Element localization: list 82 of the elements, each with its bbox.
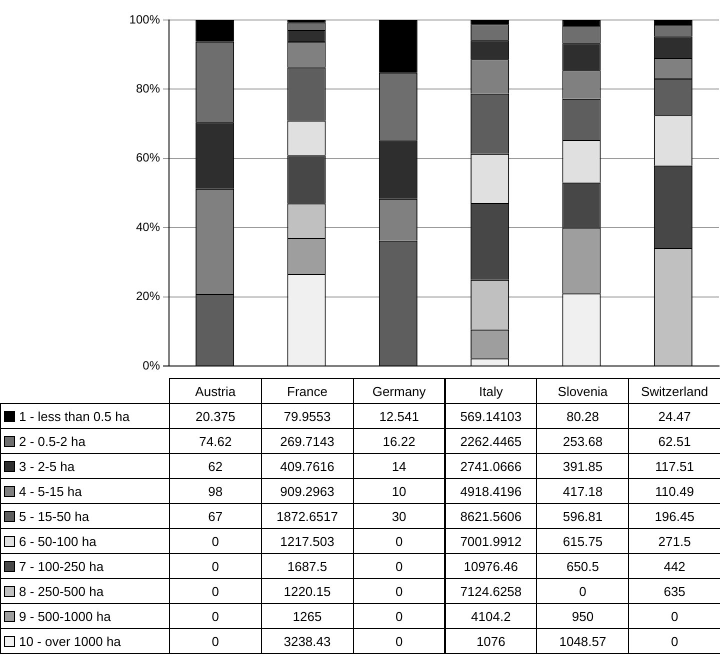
category-label: Germany <box>352 378 446 404</box>
data-label: 391.85 <box>536 453 630 479</box>
data-label: 2262.4465 <box>444 428 538 454</box>
category-label: France <box>260 378 354 404</box>
data-label: 0 <box>352 603 446 629</box>
y-tick-label: 40% <box>136 220 160 234</box>
data-label: 0 <box>352 628 446 654</box>
data-label: 79.9553 <box>260 403 354 429</box>
data-label: 1076 <box>444 628 538 654</box>
legend-label: 4 - 5-15 ha <box>19 484 82 498</box>
data-label: 62 <box>169 453 262 479</box>
data-label: 1872.6517 <box>260 503 354 529</box>
data-label: 98 <box>169 478 262 504</box>
legend-label: 3 - 2-5 ha <box>19 458 75 474</box>
data-label: 417.18 <box>536 478 630 504</box>
data-label: 0 <box>169 628 262 654</box>
data-label: 2741.0666 <box>444 453 538 479</box>
data-label: 1048.57 <box>536 628 630 654</box>
data-label: 1687.5 <box>260 553 354 579</box>
category-label: Switzerland <box>628 378 720 404</box>
data-label: 74.62 <box>169 428 262 454</box>
data-label: 0 <box>352 553 446 579</box>
category-label: Austria <box>169 378 262 404</box>
data-label: 24.47 <box>628 403 720 429</box>
data-label: 269.7143 <box>260 428 354 454</box>
data-label: 7001.9912 <box>444 528 538 554</box>
data-label: 650.5 <box>536 553 630 579</box>
y-tick-label: 20% <box>136 289 160 304</box>
data-label: 950 <box>536 603 630 629</box>
data-label: 409.7616 <box>260 453 354 479</box>
data-label: 12.541 <box>352 403 446 429</box>
data-label: 1220.15 <box>260 578 354 604</box>
data-label: 1265 <box>260 603 354 629</box>
legend-label: 8 - 250-500 ha <box>19 584 104 598</box>
legend-label: 6 - 50-100 ha <box>19 534 96 548</box>
data-label: 0 <box>169 603 262 629</box>
category-label: Italy <box>444 378 538 404</box>
data-label: 67 <box>169 503 262 529</box>
data-label: 4104.2 <box>444 603 538 629</box>
data-label: 271.5 <box>628 528 720 554</box>
category-label: Slovenia <box>536 378 630 404</box>
data-label: 10976.46 <box>444 553 538 579</box>
data-label: 1217.503 <box>260 528 354 554</box>
data-label: 20.375 <box>169 403 262 429</box>
data-label: 569.14103 <box>444 403 538 429</box>
data-label: 7124.6258 <box>444 578 538 604</box>
data-label: 30 <box>352 503 446 529</box>
data-label: 0 <box>169 578 262 604</box>
y-tick-label: 0% <box>142 358 160 372</box>
legend-label: 7 - 100-250 ha <box>19 558 104 574</box>
data-label: 0 <box>352 578 446 604</box>
data-label: 110.49 <box>628 478 720 504</box>
data-label: 0 <box>536 578 630 604</box>
legend-label: 9 - 500-1000 ha <box>19 608 111 624</box>
data-label: 10 <box>352 478 446 504</box>
data-label: 0 <box>169 553 262 579</box>
data-label: 117.51 <box>628 453 720 479</box>
y-tick-label: 100% <box>129 12 160 26</box>
y-tick-label: 80% <box>136 82 160 96</box>
legend-label: 10 - over 1000 ha <box>19 634 121 648</box>
data-label: 14 <box>352 453 446 479</box>
data-label: 196.45 <box>628 503 720 529</box>
data-label: 3238.43 <box>260 628 354 654</box>
data-label: 0 <box>352 528 446 554</box>
data-label: 80.28 <box>536 403 630 429</box>
data-label: 909.2963 <box>260 478 354 504</box>
data-label: 62.51 <box>628 428 720 454</box>
legend-label: 1 - less than 0.5 ha <box>19 408 130 424</box>
data-label: 16.22 <box>352 428 446 454</box>
data-label: 615.75 <box>536 528 630 554</box>
data-label: 0 <box>628 628 720 654</box>
data-label: 0 <box>169 528 262 554</box>
data-label: 8621.5606 <box>444 503 538 529</box>
data-label: 442 <box>628 553 720 579</box>
legend-label: 5 - 15-50 ha <box>19 508 90 524</box>
data-label: 4918.4196 <box>444 478 538 504</box>
data-label: 596.81 <box>536 503 630 529</box>
data-label: 253.68 <box>536 428 630 454</box>
data-label: 635 <box>628 578 720 604</box>
y-tick-label: 60% <box>136 150 160 165</box>
legend-label: 2 - 0.5-2 ha <box>19 434 86 448</box>
data-label: 0 <box>628 603 720 629</box>
